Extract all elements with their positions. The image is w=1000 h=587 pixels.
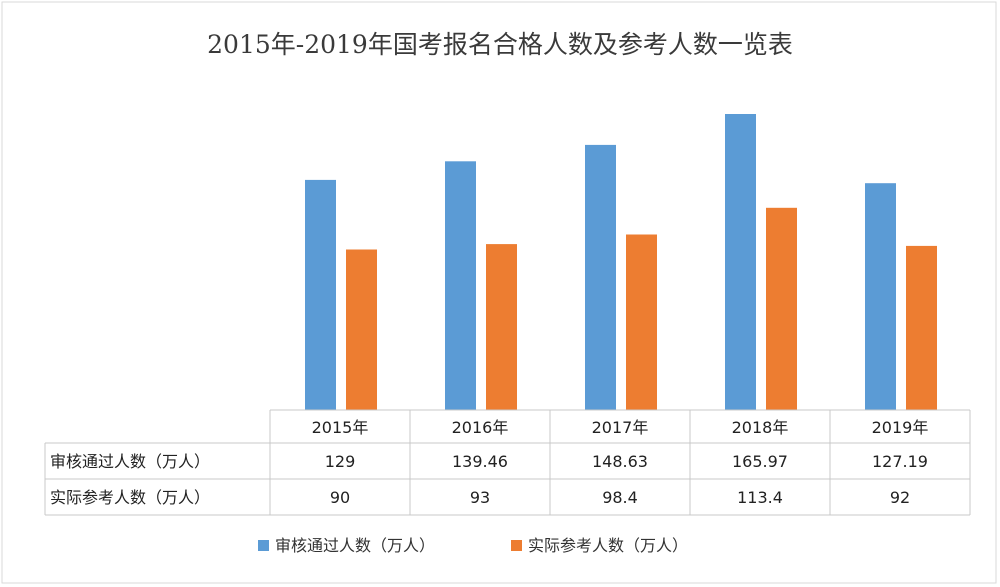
legend-label-2: 实际参考人数（万人）	[528, 536, 688, 555]
tick-label-4: 2018年	[732, 418, 789, 437]
table-row-label-2: 实际参考人数（万人）	[50, 488, 210, 507]
bar-series1-1	[305, 179, 336, 410]
tick-label-3: 2017年	[592, 418, 649, 437]
tick-label-1: 2015年	[312, 418, 369, 437]
bar-series1-3	[585, 144, 616, 410]
data-label-s2-2: 93	[470, 488, 490, 507]
legend-swatch-1	[258, 540, 269, 551]
data-label-s2-4: 113.4	[737, 488, 783, 507]
bar-series2-3	[626, 234, 657, 410]
legend-swatch-2	[511, 540, 522, 551]
bar-series1-2	[445, 161, 476, 410]
data-label-s2-1: 90	[330, 488, 350, 507]
data-label-s2-3: 98.4	[602, 488, 638, 507]
tick-label-5: 2019年	[872, 418, 929, 437]
table-row-label-1: 审核通过人数（万人）	[50, 452, 210, 471]
bars-group	[305, 114, 937, 410]
bar-series2-2	[486, 244, 517, 410]
tick-label-2: 2016年	[452, 418, 509, 437]
data-label-s1-4: 165.97	[732, 452, 788, 471]
bar-series2-4	[766, 207, 797, 410]
data-label-s1-1: 129	[325, 452, 356, 471]
bar-series1-4	[725, 114, 756, 410]
legend-label-1: 审核通过人数（万人）	[275, 536, 435, 555]
data-label-s1-3: 148.63	[592, 452, 648, 471]
data-label-s1-2: 139.46	[452, 452, 508, 471]
data-label-s1-5: 127.19	[872, 452, 928, 471]
legend: 审核通过人数（万人） 实际参考人数（万人）	[258, 536, 688, 555]
bar-series1-5	[865, 183, 896, 410]
bar-series2-1	[346, 249, 377, 410]
data-label-s2-5: 92	[890, 488, 910, 507]
bar-series2-5	[906, 245, 937, 410]
chart-title: 2015年-2019年国考报名合格人数及参考人数一览表	[207, 30, 793, 59]
